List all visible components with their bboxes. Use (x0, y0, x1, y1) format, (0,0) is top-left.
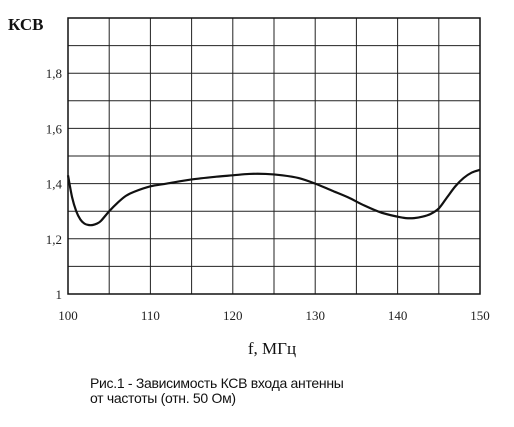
y-tick-label: 1,6 (46, 121, 63, 136)
y-tick-label: 1,4 (46, 177, 63, 192)
vswr-series-line (66, 168, 481, 227)
y-tick-label: 1,2 (46, 232, 62, 247)
caption-line-2: от частоты (отн. 50 Ом) (90, 390, 236, 406)
x-tick-label: 130 (305, 308, 325, 323)
x-axis-label: f, МГц (248, 339, 296, 358)
y-tick-label: 1,8 (46, 66, 62, 81)
grid-lines (67, 17, 481, 295)
x-tick-label: 110 (141, 308, 160, 323)
plot-frame (67, 17, 481, 295)
caption-line-1: Рис.1 - Зависимость КСВ входа антенны (90, 375, 344, 391)
y-tick-label: 1 (56, 287, 63, 302)
vswr-chart: 100 110 120 130 140 150 1 1,2 1,4 1,6 1,8 КСВ f, … (8, 15, 490, 358)
x-tick-labels: 100 110 120 130 140 150 (58, 308, 490, 323)
x-tick-label: 120 (223, 308, 243, 323)
y-axis-label: КСВ (8, 15, 44, 34)
x-tick-label: 100 (58, 308, 78, 323)
figure-caption: Рис.1 - Зависимость КСВ входа антенны от… (90, 376, 490, 406)
y-tick-labels: 1 1,2 1,4 1,6 1,8 (46, 66, 63, 302)
x-tick-label: 150 (470, 308, 490, 323)
x-tick-label: 140 (388, 308, 408, 323)
